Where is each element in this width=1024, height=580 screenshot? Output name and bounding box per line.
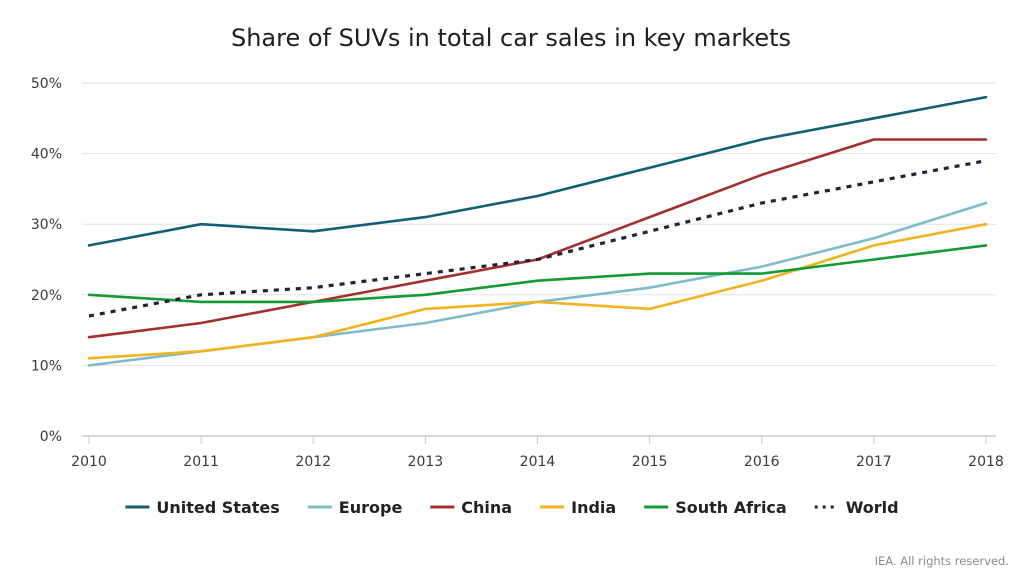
x-tick-label: 2013 [408,454,444,470]
x-tick-label: 2010 [71,454,107,470]
legend-label: China [461,498,512,517]
x-tick-label: 2018 [968,454,1004,470]
axes: 0% 10% 20% 30% 40% 50% 2010 2011 2012 2013 2014 201… [31,76,1004,470]
legend-label: South Africa [675,498,787,517]
series-lines [87,95,988,367]
series-line-world [88,159,987,318]
y-tick-label: 0% [40,429,62,445]
legend-item-world[interactable]: World [814,498,899,517]
series-line-india [87,222,988,360]
legend-item-china[interactable]: China [430,498,512,517]
legend: United States Europe China India South Afric… [125,498,899,517]
legend-label: United States [156,498,279,517]
x-tick-label: 2016 [744,454,780,470]
x-tick-label: 2015 [632,454,668,470]
gridlines [82,82,996,437]
x-tick-label: 2012 [295,454,331,470]
credit-text: IEA. All rights reserved. [875,554,1009,568]
x-tick-label: 2017 [856,454,892,470]
y-tick-label: 50% [31,76,62,92]
legend-label: World [846,498,899,517]
legend-item-united-states[interactable]: United States [125,498,280,517]
series-line-europe [87,201,988,367]
legend-item-south-africa[interactable]: South Africa [644,498,787,517]
legend-label: Europe [339,498,403,517]
legend-item-europe[interactable]: Europe [307,498,403,517]
y-tick-label: 40% [31,147,62,163]
y-tick-label: 30% [31,217,62,233]
legend-label: India [571,498,616,517]
series-line-south-africa [87,244,988,304]
legend-item-india[interactable]: India [540,498,616,517]
chart-title: Share of SUVs in total car sales in key … [231,24,791,52]
series-line-united-states [87,95,988,247]
y-tick-label: 10% [31,358,62,374]
series-line-china [87,138,988,339]
y-tick-label: 20% [31,288,62,304]
x-tick-label: 2014 [520,454,556,470]
x-tick-label: 2011 [183,454,219,470]
